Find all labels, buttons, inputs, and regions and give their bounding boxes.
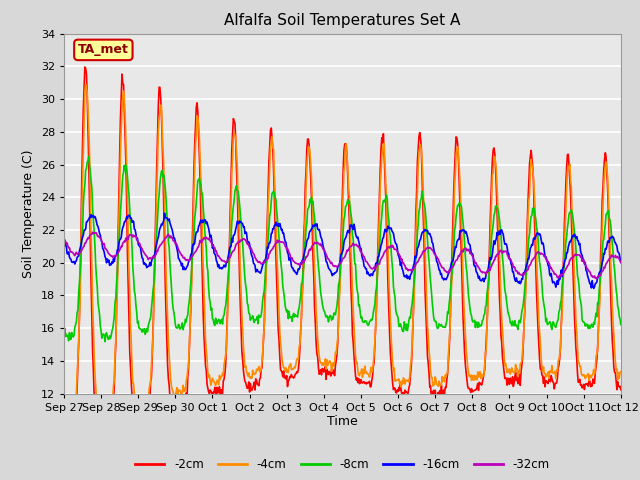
-2cm: [335, 291, 343, 297]
-32cm: [444, 269, 451, 275]
-4cm: [568, 184, 575, 190]
Y-axis label: Soil Temperature (C): Soil Temperature (C): [22, 149, 35, 278]
-8cm: [445, 311, 452, 316]
-16cm: [60, 236, 68, 242]
Legend: -2cm, -4cm, -8cm, -16cm, -32cm: -2cm, -4cm, -8cm, -16cm, -32cm: [130, 454, 555, 476]
-16cm: [389, 229, 397, 235]
-4cm: [184, 368, 191, 374]
-32cm: [207, 239, 215, 245]
-2cm: [568, 214, 575, 219]
-8cm: [85, 154, 93, 159]
Line: -4cm: -4cm: [64, 84, 621, 421]
-16cm: [617, 258, 625, 264]
Line: -16cm: -16cm: [64, 213, 621, 288]
Line: -32cm: -32cm: [64, 232, 621, 279]
-4cm: [335, 297, 343, 302]
Text: TA_met: TA_met: [78, 43, 129, 56]
-8cm: [60, 329, 68, 335]
-16cm: [444, 274, 451, 279]
-32cm: [335, 263, 342, 268]
-2cm: [61, 429, 69, 434]
-2cm: [617, 387, 625, 393]
-8cm: [568, 207, 575, 213]
-8cm: [184, 312, 191, 318]
-32cm: [617, 260, 625, 265]
-8cm: [617, 322, 625, 327]
-32cm: [89, 229, 97, 235]
-2cm: [445, 359, 452, 364]
-2cm: [60, 419, 68, 425]
-16cm: [161, 210, 168, 216]
-2cm: [184, 374, 191, 380]
-4cm: [208, 379, 216, 385]
-8cm: [101, 339, 109, 345]
-32cm: [566, 257, 574, 263]
-32cm: [593, 276, 601, 282]
-32cm: [60, 237, 68, 242]
-4cm: [100, 419, 108, 424]
Line: -8cm: -8cm: [64, 156, 621, 342]
-4cm: [60, 406, 68, 412]
-4cm: [390, 368, 397, 374]
-8cm: [335, 280, 343, 286]
-16cm: [207, 232, 215, 238]
Line: -2cm: -2cm: [64, 67, 621, 432]
-16cm: [183, 264, 191, 269]
-4cm: [82, 82, 90, 87]
-8cm: [390, 284, 397, 289]
-4cm: [445, 352, 452, 358]
-16cm: [590, 286, 598, 291]
Title: Alfalfa Soil Temperatures Set A: Alfalfa Soil Temperatures Set A: [224, 13, 461, 28]
-16cm: [335, 263, 342, 269]
-32cm: [389, 242, 397, 248]
-2cm: [208, 390, 216, 396]
-16cm: [566, 239, 574, 245]
-32cm: [183, 257, 191, 263]
-8cm: [208, 305, 216, 311]
-4cm: [617, 369, 625, 374]
X-axis label: Time: Time: [327, 415, 358, 429]
-2cm: [81, 64, 89, 70]
-2cm: [390, 387, 397, 393]
